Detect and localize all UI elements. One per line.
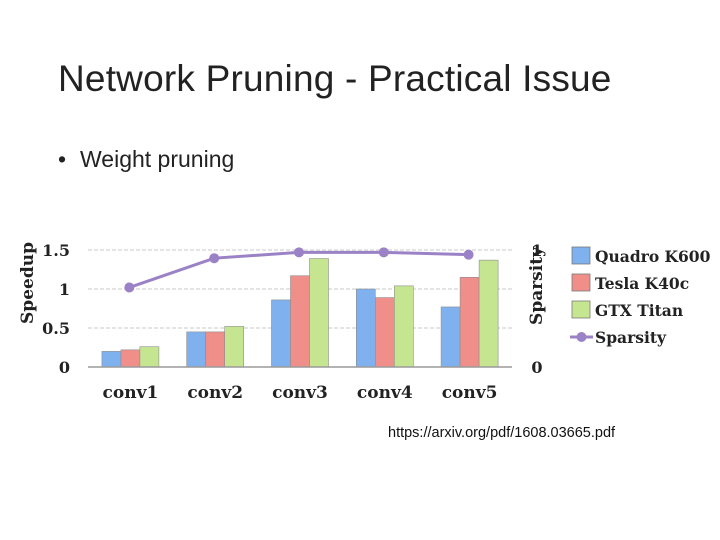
y-tick-label: 0	[59, 358, 70, 377]
legend-swatch	[571, 300, 591, 319]
bar-tesla-k40c	[459, 276, 480, 368]
bar-tesla-k40c	[205, 331, 225, 368]
chart-container: 0 0.5 1 1.5 0 1 conv1 conv2 conv3 conv4 conv5 Spee…	[0, 228, 720, 408]
x-tick-label: conv5	[442, 383, 498, 403]
y-axis-label: Speedup	[18, 242, 38, 324]
speedup-chart: 0 0.5 1 1.5 0 1 conv1 conv2 conv3 conv4 conv5 Spee…	[18, 241, 711, 403]
y-tick-label: 1.5	[42, 241, 70, 260]
legend-swatch	[571, 246, 591, 265]
y2-tick-label: 0	[531, 358, 542, 377]
axis-layer: 0 0.5 1 1.5 0 1 conv1 conv2 conv3 conv4 conv5	[42, 241, 542, 403]
y2-tick-label: 1	[531, 241, 542, 260]
bar-quadro-k600	[186, 331, 206, 368]
bar-quadro-k600	[440, 306, 461, 368]
x-tick-label: conv2	[187, 383, 243, 403]
x-tick-label: conv3	[272, 383, 328, 403]
bar-gtx-titan	[139, 346, 160, 368]
y-tick-label: 0.5	[42, 319, 70, 338]
sparsity-point	[294, 247, 304, 258]
legend-label: Tesla K40c	[595, 274, 689, 293]
bullet-text: Weight pruning	[80, 146, 235, 172]
bar-gtx-titan	[478, 259, 499, 368]
bar-quadro-k600	[271, 299, 291, 368]
legend-swatch	[571, 273, 591, 292]
bar-quadro-k600	[101, 351, 122, 368]
slide-title: Network Pruning - Practical Issue	[58, 58, 612, 99]
bullet-item: • Weight pruning	[58, 146, 234, 173]
bar-tesla-k40c	[290, 275, 310, 368]
legend: Quadro K600 Tesla K40c GTX Titan Sparsity	[570, 246, 711, 347]
x-tick-label: conv4	[357, 383, 413, 403]
bullet-marker: •	[58, 146, 67, 172]
bar-quadro-k600	[355, 288, 376, 368]
bar-gtx-titan	[393, 285, 414, 368]
legend-label: Quadro K600	[595, 247, 711, 266]
sparsity-point	[463, 249, 474, 260]
sparsity-point	[124, 282, 135, 293]
bar-tesla-k40c	[120, 349, 141, 368]
bar-layer	[101, 258, 499, 368]
sparsity-line-layer	[124, 247, 474, 293]
legend-label: GTX Titan	[595, 301, 683, 320]
legend-line-marker	[576, 332, 587, 342]
bar-tesla-k40c	[374, 297, 395, 368]
y-tick-label: 1	[59, 280, 70, 299]
x-tick-label: conv1	[103, 383, 159, 403]
bar-gtx-titan	[309, 258, 329, 368]
y2-axis-label: Sparsity	[527, 246, 547, 325]
bar-gtx-titan	[224, 326, 244, 368]
sparsity-point	[378, 247, 389, 258]
sparsity-point	[209, 253, 220, 264]
legend-label: Sparsity	[595, 328, 667, 347]
source-link[interactable]: https://arxiv.org/pdf/1608.03665.pdf	[388, 425, 616, 441]
